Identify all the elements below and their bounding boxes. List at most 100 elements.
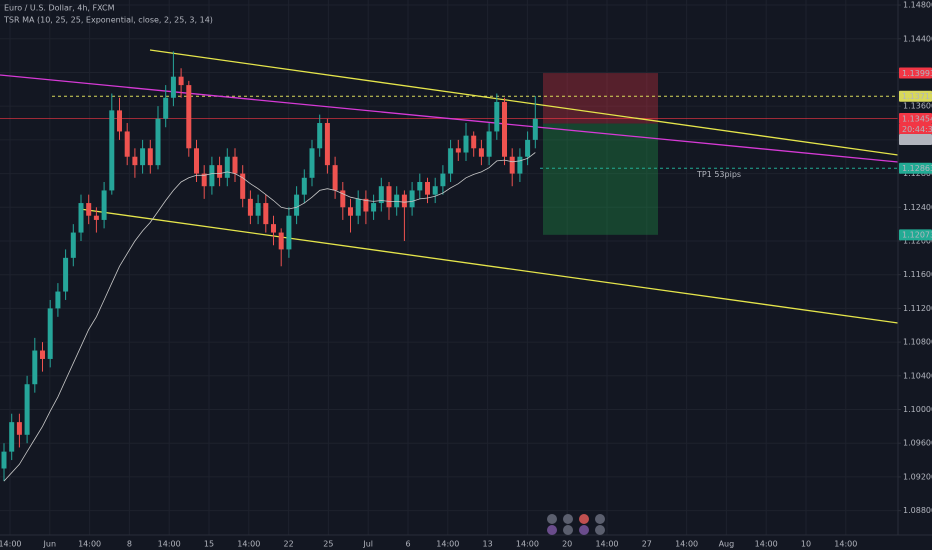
x-tick-label: Jul: [362, 540, 373, 549]
candle-body: [186, 85, 192, 149]
x-tick-label: 10: [801, 540, 811, 549]
y-tick-label: 1.09600: [903, 439, 932, 448]
y-tick-label: 1.12400: [903, 203, 932, 212]
target-zone: [543, 123, 658, 235]
y-tick-label: 1.10000: [903, 405, 932, 414]
price-tag: [899, 133, 932, 145]
x-tick-label: 14:00: [675, 540, 698, 549]
y-tick-label: 1.14400: [903, 34, 932, 43]
candle-body: [209, 165, 215, 187]
candle-body: [147, 148, 153, 166]
candle-body: [425, 182, 430, 195]
price-tag: [899, 112, 932, 124]
candles: [1, 51, 538, 482]
x-tick-label: 6: [405, 540, 410, 549]
y-tick-label: 1.11200: [903, 304, 932, 313]
event-icon: [579, 514, 589, 524]
x-tick-label: 15: [204, 540, 214, 549]
candle-body: [194, 148, 199, 174]
candle-body: [294, 194, 300, 216]
candle-body: [9, 422, 15, 452]
x-tick-label: 22: [284, 540, 294, 549]
price-tag-label: 1.13394: [902, 135, 932, 144]
symbol-title: Euro / U.S. Dollar, 4h, FXCM: [4, 4, 115, 13]
candle-body: [117, 110, 122, 132]
price-tag-label: 1.13454: [902, 114, 932, 123]
candle-body: [440, 173, 446, 187]
position-zones: [0, 73, 898, 235]
candle-body: [93, 215, 99, 220]
candle-body: [140, 148, 146, 166]
candle-body: [163, 97, 169, 119]
y-tick-label: 1.08800: [903, 506, 932, 515]
candle-body: [463, 135, 469, 153]
overlay: TP1 53pips: [696, 170, 741, 179]
candle-body: [340, 190, 346, 208]
candle-body: [286, 215, 292, 250]
price-tag: [899, 90, 932, 102]
trendline-magenta: [0, 74, 899, 163]
x-tick-label: 14:00: [0, 540, 22, 549]
candle-body: [448, 148, 454, 174]
event-icon: [563, 525, 573, 535]
candle-body: [309, 148, 315, 178]
x-tick-label: 14:00: [834, 540, 857, 549]
price-tag-label: 1.12863: [902, 164, 932, 173]
candle-body: [178, 76, 184, 86]
candle-body: [502, 101, 507, 157]
candle-body: [332, 165, 338, 191]
y-tick-label: 1.11600: [903, 270, 932, 279]
x-tick-label: 20: [562, 540, 572, 549]
candle-body: [40, 350, 45, 359]
candle-body: [63, 257, 69, 292]
x-tick-label: 14:00: [595, 540, 618, 549]
event-icon: [547, 525, 557, 535]
x-tick-label: 8: [127, 540, 132, 549]
candle-body: [271, 224, 276, 233]
candle-body: [32, 350, 38, 385]
candle-body: [417, 182, 423, 191]
candle-body: [24, 384, 30, 435]
price-tag: [899, 162, 932, 174]
event-icons: [547, 514, 605, 535]
x-tick-label: 14:00: [755, 540, 778, 549]
countdown-tag: [899, 123, 932, 134]
candle-body: [263, 203, 269, 225]
candle-body: [55, 291, 61, 309]
event-icon: [595, 514, 605, 524]
x-tick-label: Jun: [43, 540, 57, 549]
candle-body: [494, 101, 500, 132]
event-icon: [579, 525, 589, 535]
candle-body: [355, 198, 361, 216]
candle-body: [240, 173, 246, 199]
candle-body: [255, 203, 261, 216]
candle-body: [224, 156, 230, 178]
x-tick-label: 14:00: [516, 540, 539, 549]
candle-body: [1, 451, 7, 469]
y-tick-label: 1.13600: [903, 102, 932, 111]
candle-body: [170, 76, 176, 98]
candle-body: [386, 186, 392, 208]
candle-body: [109, 110, 115, 191]
candle-body: [86, 203, 92, 216]
stop-zone: [543, 73, 658, 124]
candle-body: [509, 156, 515, 174]
y-tick-label: 1.14800: [903, 1, 932, 10]
candle-body: [47, 308, 53, 359]
price-tag-label: 1.13993: [902, 69, 932, 78]
event-icon: [563, 514, 573, 524]
candle-body: [401, 194, 407, 208]
candle-body: [394, 194, 400, 208]
y-tick-label: 1.12000: [903, 236, 932, 245]
candle-body: [232, 156, 238, 174]
candle-body: [132, 156, 138, 166]
event-icon: [595, 525, 605, 535]
x-tick-label: Aug: [719, 540, 735, 549]
x-tick-label: 14:00: [78, 540, 101, 549]
candle-body: [247, 198, 253, 216]
candle-body: [532, 118, 538, 140]
trendline-lower: [79, 208, 899, 324]
x-tick-label: 14:00: [158, 540, 181, 549]
candle-body: [201, 173, 207, 187]
